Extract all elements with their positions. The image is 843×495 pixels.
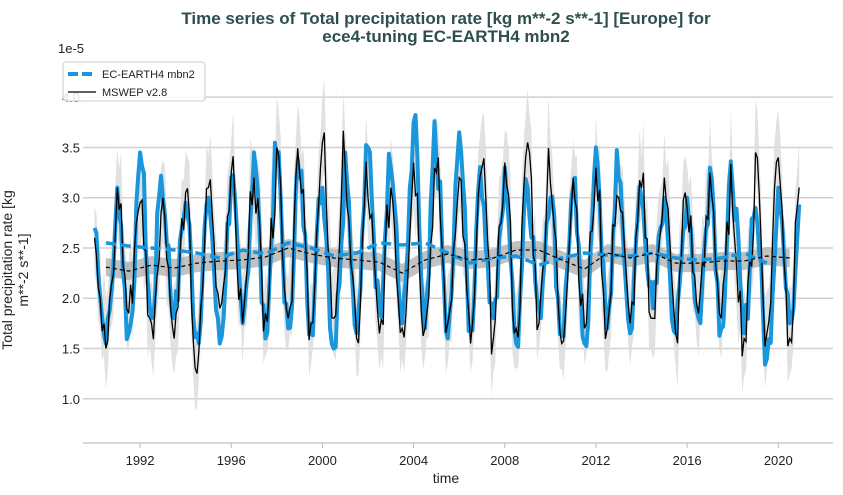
x-tick-label: 1992 [126,453,155,468]
x-tick-label: 1996 [217,453,246,468]
y-tick-label: 1.5 [62,342,80,357]
x-axis-label: time [433,470,460,486]
series-lines [92,113,802,374]
y-axis-label-line1: Total precipitation rate [kg [0,190,15,350]
x-tick-label: 2000 [308,453,337,468]
legend: EC-EARTH4 mbn2 MSWEP v2.8 [62,61,206,102]
x-tick-label: 2008 [490,453,519,468]
y-axis-label-line2: m**-2 s**-1] [15,233,31,306]
ec-earth-annual-mean [105,241,768,267]
y-tick-label: 3.0 [62,191,80,206]
chart-title-line1: Time series of Total precipitation rate … [181,9,711,28]
y-tick-label: 3.5 [62,140,80,155]
legend-label-ec-earth: EC-EARTH4 mbn2 [102,69,195,81]
mswep-line [93,130,800,374]
y-tick-label: 1.0 [62,392,80,407]
mswep-annual-mean [105,247,790,274]
y-tick-label: 2.5 [62,241,80,256]
y-tick-label: 2.0 [62,291,80,306]
y-scale-label: 1e-5 [58,41,84,56]
legend-label-mswep: MSWEP v2.8 [102,87,167,99]
chart-title-line2: ece4-tuning EC-EARTH4 mbn2 [322,27,569,46]
legend-box [62,61,206,102]
x-tick-label: 2012 [581,453,610,468]
x-tick-label: 2004 [399,453,428,468]
x-tick-label: 2016 [673,453,702,468]
x-tick-label: 2020 [764,453,793,468]
